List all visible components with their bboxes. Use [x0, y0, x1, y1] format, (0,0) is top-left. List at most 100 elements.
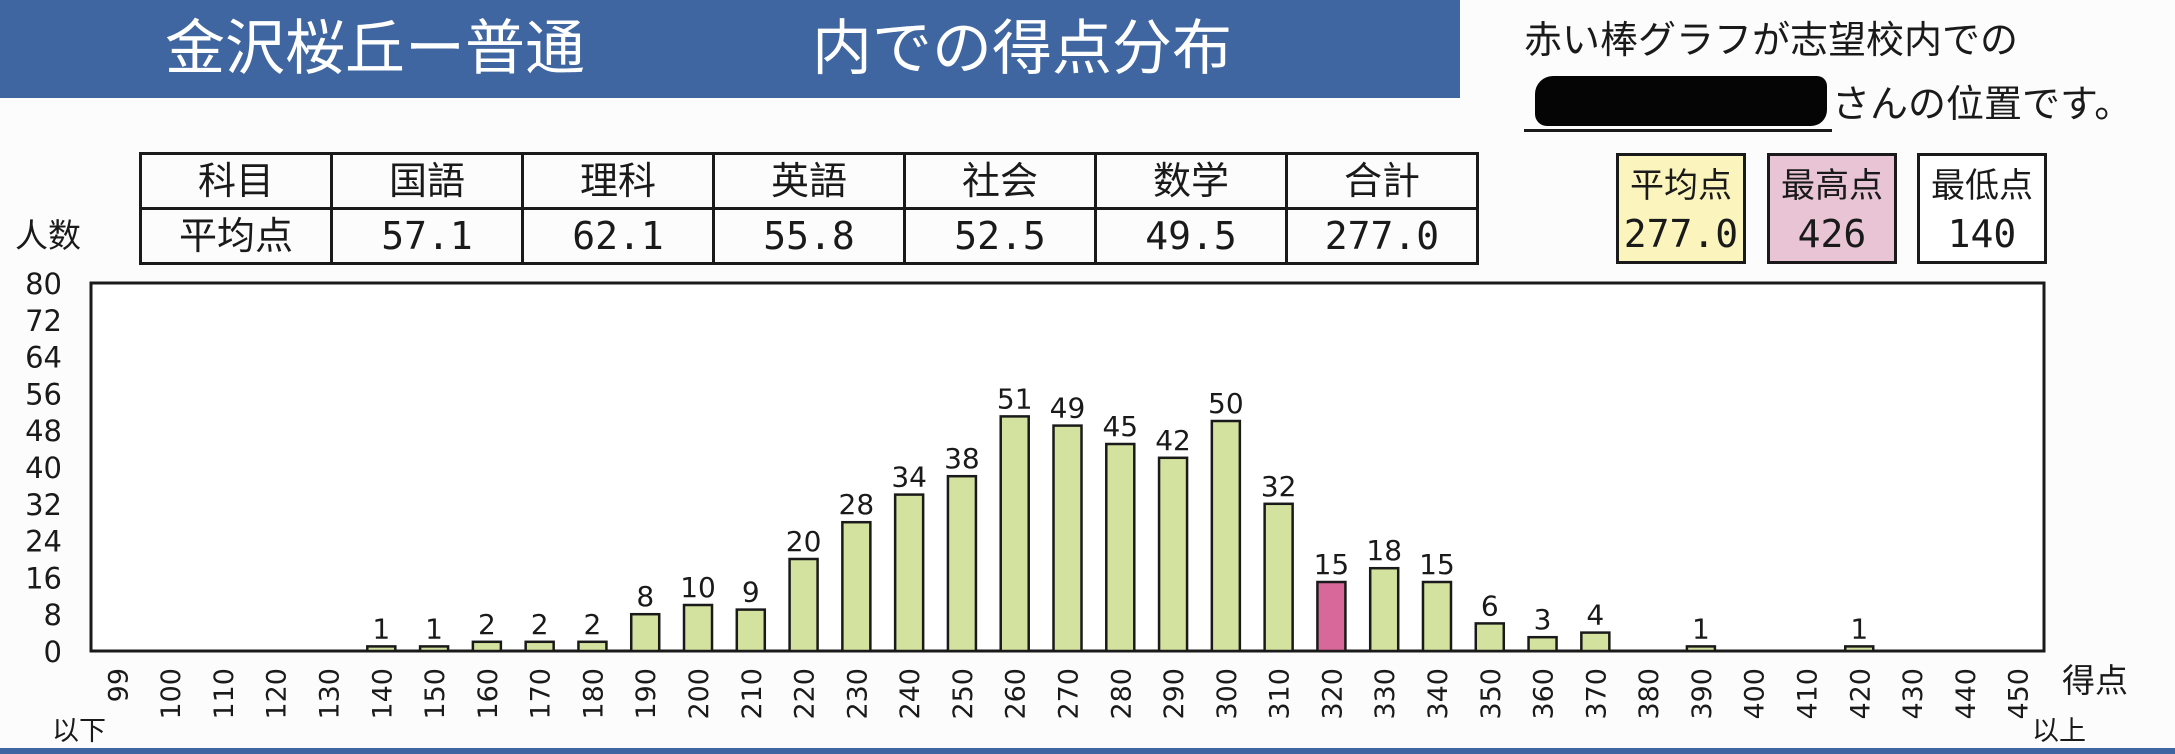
bar	[1052, 424, 1083, 653]
bar	[1474, 622, 1506, 653]
subject-cell: 数学	[1094, 152, 1288, 210]
max-score-value: 426	[1797, 212, 1867, 256]
x-tick-label: 450	[2004, 668, 2035, 720]
max-score-label: 最高点	[1781, 166, 1883, 206]
bar-value-label: 1	[1850, 612, 1868, 645]
x-tick-label: 390	[1687, 668, 1718, 720]
average-value-cell: 49.5	[1094, 207, 1288, 265]
y-tick-label: 8	[44, 598, 62, 632]
y-tick-label: 32	[25, 488, 62, 522]
x-tick-label: 290	[1159, 668, 1190, 720]
y-tick-label: 16	[25, 561, 62, 595]
bar	[893, 493, 925, 653]
x-tick-label: 150	[420, 668, 451, 720]
title-suffix: 内での得点分布	[812, 14, 1232, 84]
x-tick-label: 130	[315, 668, 346, 720]
x-tick-label: 230	[842, 668, 873, 720]
x-tick-label: 430	[1898, 668, 1929, 720]
bar	[1685, 645, 1717, 653]
bar-value-label: 3	[1534, 603, 1552, 636]
x-tick-label: 160	[473, 668, 504, 720]
average-score-value: 277.0	[1623, 212, 1739, 256]
x-last-sublabel: 以上	[2032, 716, 2086, 747]
subject-cell: 国語	[330, 152, 524, 210]
x-tick-label: 310	[1265, 668, 1296, 720]
x-tick-label: 190	[631, 668, 662, 720]
x-tick-label: 360	[1529, 668, 1560, 720]
subject-cell: 合計	[1285, 152, 1479, 210]
bar	[471, 640, 503, 653]
bar-value-label: 34	[891, 461, 927, 494]
x-tick-label: 240	[895, 668, 926, 720]
averages-header-row: 科目 国語 理科 英語 社会 数学 合計	[139, 152, 1479, 210]
bar-value-label: 8	[636, 580, 654, 613]
note-line-1: 赤い棒グラフが志望校内での	[1524, 18, 2019, 62]
bar	[841, 520, 872, 653]
average-score-box: 平均点 277.0	[1616, 153, 1746, 264]
x-tick-label: 330	[1370, 668, 1401, 720]
y-tick-label: 72	[25, 304, 62, 338]
bar	[682, 603, 714, 653]
bar	[629, 612, 661, 653]
y-tick-label: 0	[44, 635, 62, 669]
average-value-cell: 55.8	[712, 207, 906, 265]
bar-value-label: 18	[1366, 534, 1402, 567]
bar-value-label: 49	[1050, 392, 1086, 425]
redacted-name	[1535, 76, 1827, 126]
bar-value-label: 2	[531, 608, 549, 641]
average-value-cell: 52.5	[903, 207, 1097, 265]
x-tick-label: 110	[209, 668, 240, 720]
bar-value-label: 10	[680, 571, 716, 604]
x-tick-label: 210	[737, 668, 768, 720]
x-tick-label: 200	[684, 668, 715, 720]
x-tick-label: 250	[948, 668, 979, 720]
x-tick-label: 170	[526, 668, 557, 720]
x-tick-label: 350	[1476, 668, 1507, 720]
max-score-box: 最高点 426	[1767, 153, 1897, 264]
bar	[1580, 631, 1611, 653]
min-score-value: 140	[1947, 212, 2017, 256]
x-tick-label: 320	[1317, 668, 1348, 720]
y-tick-label: 64	[25, 341, 62, 375]
average-value-cell: 62.1	[521, 207, 715, 265]
bar-value-label: 50	[1208, 387, 1244, 420]
bar	[524, 640, 555, 653]
bar-value-label: 6	[1481, 589, 1499, 622]
bottom-stripe	[0, 748, 2175, 754]
bar-value-label: 4	[1586, 599, 1604, 632]
bar	[1421, 580, 1453, 653]
y-tick-label: 56	[25, 377, 62, 411]
bar	[999, 415, 1030, 653]
average-score-label: 平均点	[1630, 166, 1732, 206]
bar	[1105, 442, 1136, 653]
bar-value-label: 28	[839, 488, 875, 521]
bar-value-label: 38	[944, 442, 980, 475]
bar-value-label: 45	[1102, 410, 1138, 443]
x-tick-label: 370	[1581, 668, 1612, 720]
title-school: 金沢桜丘ー普通	[165, 14, 585, 84]
bar	[946, 474, 978, 653]
x-tick-label: 120	[262, 668, 293, 720]
bar-value-label: 2	[478, 608, 496, 641]
x-tick-label: 410	[1792, 668, 1823, 720]
bar-value-label: 1	[425, 612, 443, 645]
average-value-cell: 57.1	[330, 207, 524, 265]
bar-value-label: 20	[786, 525, 822, 558]
row-label-cell: 平均点	[139, 207, 333, 265]
bar	[1844, 645, 1875, 653]
subject-cell: 理科	[521, 152, 715, 210]
averages-value-row: 平均点 57.1 62.1 55.8 52.5 49.5 277.0	[139, 207, 1479, 265]
x-tick-label: 400	[1740, 668, 1771, 720]
name-underline	[1524, 129, 1832, 132]
bar	[1368, 566, 1400, 653]
x-tick-label: 140	[367, 668, 398, 720]
y-tick-label: 24	[25, 525, 62, 559]
bar	[1157, 456, 1189, 653]
x-tick-label: 440	[1951, 668, 1982, 720]
x-tick-label: 180	[578, 668, 609, 720]
bar	[735, 608, 767, 653]
header-cell: 科目	[139, 152, 333, 210]
bar-value-label: 1	[1692, 612, 1710, 645]
x-tick-label: 280	[1106, 668, 1137, 720]
